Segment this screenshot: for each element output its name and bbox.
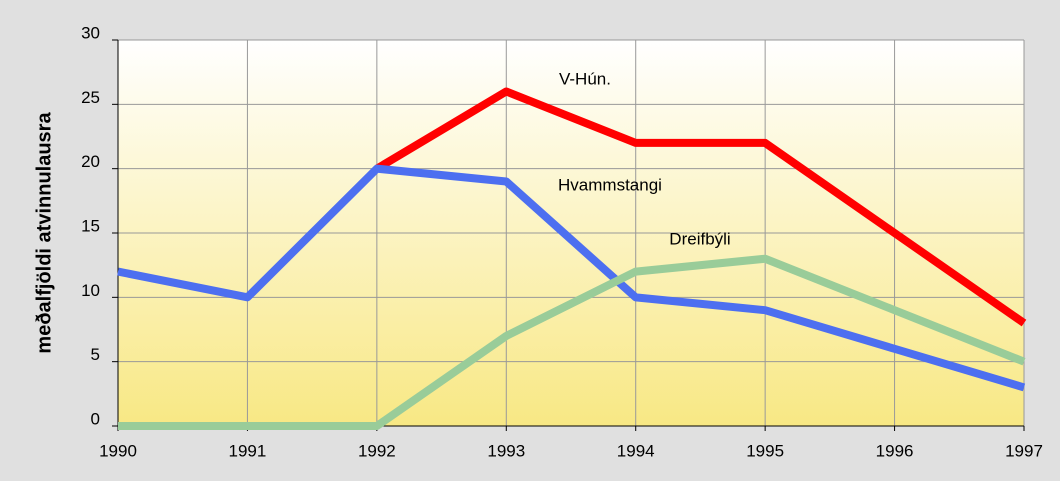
series-label: Dreifbýli: [669, 229, 730, 248]
y-tick-label: 5: [91, 345, 100, 364]
x-tick-label: 1996: [876, 441, 914, 460]
x-tick-label: 1992: [358, 441, 396, 460]
x-tick-label: 1997: [1005, 441, 1043, 460]
y-tick-label: 0: [91, 409, 100, 428]
series-line: [118, 254, 1026, 430]
y-tick-label: 15: [81, 216, 100, 235]
y-tick-label: 20: [81, 152, 100, 171]
series-label: Hvammstangi: [558, 175, 662, 194]
y-tick-label: 10: [81, 281, 100, 300]
series-line: [117, 164, 1026, 392]
x-tick-label: 1991: [229, 441, 267, 460]
y-axis-label: meðalfjöldi atvinnulausra: [33, 112, 55, 354]
x-tick-label: 1994: [617, 441, 655, 460]
y-tick-label: 25: [81, 88, 100, 107]
series-label: V-Hún.: [559, 69, 611, 88]
x-tick-label: 1990: [99, 441, 137, 460]
x-tick-label: 1995: [746, 441, 784, 460]
y-tick-label: 30: [81, 23, 100, 42]
x-tick-label: 1993: [487, 441, 525, 460]
series-line: [374, 87, 1027, 327]
